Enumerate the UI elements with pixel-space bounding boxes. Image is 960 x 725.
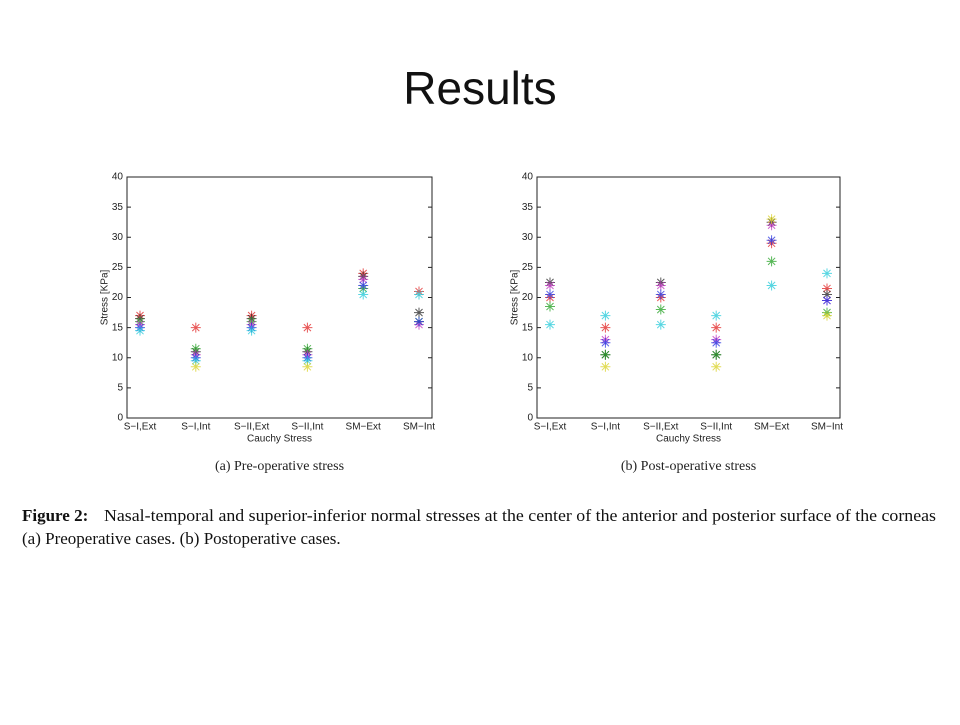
data-point bbox=[302, 355, 313, 366]
x-axis-label: Cauchy Stress bbox=[247, 434, 312, 445]
x-tick-label: S−I,Ext bbox=[124, 422, 157, 433]
plot-area bbox=[126, 176, 433, 419]
y-axis-label: Stress [KPa] bbox=[100, 269, 111, 325]
y-axis-label: Stress [KPa] bbox=[510, 269, 521, 325]
y-tick-label: 20 bbox=[522, 292, 534, 303]
chart-caption: (b) Post-operative stress bbox=[621, 459, 756, 474]
x-tick-label: S−II,Ext bbox=[643, 422, 679, 433]
y-tick-label: 20 bbox=[112, 292, 124, 303]
slide-title: Results bbox=[403, 62, 556, 114]
y-tick-label: 30 bbox=[112, 232, 124, 243]
data-point bbox=[600, 337, 611, 348]
data-point bbox=[414, 289, 424, 300]
y-tick-label: 10 bbox=[112, 352, 124, 363]
x-tick-label: SM−Ext bbox=[754, 422, 790, 433]
y-tick-label: 15 bbox=[112, 322, 124, 333]
y-tick-label: 40 bbox=[522, 172, 534, 183]
x-tick-label: SM−Int bbox=[811, 422, 843, 433]
data-point bbox=[711, 322, 722, 333]
data-point bbox=[600, 310, 611, 321]
data-point bbox=[302, 322, 313, 333]
caption-text: (a) Preoperative cases. (b) Postoperativ… bbox=[22, 529, 341, 548]
data-point bbox=[190, 343, 201, 354]
data-point bbox=[190, 322, 201, 333]
data-point bbox=[766, 235, 777, 246]
data-point bbox=[190, 355, 201, 366]
data-point bbox=[358, 280, 369, 291]
x-tick-label: S−I,Int bbox=[591, 422, 620, 433]
y-tick-label: 30 bbox=[522, 232, 534, 243]
data-point bbox=[711, 337, 722, 348]
data-point bbox=[711, 349, 722, 360]
data-point bbox=[302, 343, 313, 354]
x-tick-label: S−I,Int bbox=[181, 422, 210, 433]
data-point bbox=[358, 289, 369, 300]
y-tick-label: 25 bbox=[522, 262, 534, 273]
x-tick-label: SM−Int bbox=[403, 422, 435, 433]
y-tick-label: 25 bbox=[112, 262, 124, 273]
data-point bbox=[655, 304, 666, 315]
data-point bbox=[600, 349, 611, 360]
data-point bbox=[302, 361, 313, 372]
data-point bbox=[414, 316, 424, 327]
y-tick-label: 10 bbox=[522, 352, 534, 363]
data-point bbox=[545, 301, 555, 312]
data-point bbox=[711, 310, 722, 321]
data-point bbox=[766, 280, 777, 291]
data-point bbox=[135, 325, 145, 336]
data-point bbox=[822, 268, 832, 279]
x-tick-label: S−I,Ext bbox=[534, 422, 567, 433]
chart-caption: (a) Pre-operative stress bbox=[215, 459, 344, 474]
data-point bbox=[545, 319, 555, 330]
data-point bbox=[545, 280, 555, 291]
caption-label: Figure 2: bbox=[22, 506, 88, 525]
x-axis-label: Cauchy Stress bbox=[656, 434, 721, 445]
data-point bbox=[246, 325, 257, 336]
x-tick-label: S−II,Int bbox=[700, 422, 732, 433]
y-tick-label: 35 bbox=[522, 202, 534, 213]
data-point bbox=[822, 295, 832, 306]
caption-text: Nasal-temporal and superior-inferior nor… bbox=[104, 506, 936, 525]
data-point bbox=[766, 220, 777, 231]
y-tick-label: 0 bbox=[117, 413, 123, 424]
data-point bbox=[655, 319, 666, 330]
data-point bbox=[822, 283, 832, 294]
data-point bbox=[711, 361, 722, 372]
y-tick-label: 35 bbox=[112, 202, 124, 213]
data-point bbox=[600, 361, 611, 372]
y-tick-label: 0 bbox=[527, 413, 533, 424]
data-point bbox=[766, 214, 777, 225]
data-point bbox=[655, 280, 666, 291]
plot-area bbox=[536, 176, 841, 419]
y-tick-label: 15 bbox=[522, 322, 534, 333]
y-tick-label: 5 bbox=[527, 383, 533, 394]
x-tick-label: SM−Ext bbox=[346, 422, 382, 433]
data-point bbox=[545, 289, 555, 300]
y-tick-label: 5 bbox=[117, 383, 123, 394]
data-point bbox=[190, 361, 201, 372]
x-tick-label: S−II,Ext bbox=[234, 422, 270, 433]
data-point bbox=[358, 274, 369, 285]
data-point bbox=[766, 256, 777, 267]
data-point bbox=[822, 289, 832, 300]
data-point bbox=[600, 322, 611, 333]
data-point bbox=[655, 289, 666, 300]
x-tick-label: S−II,Int bbox=[291, 422, 323, 433]
data-point bbox=[822, 310, 832, 321]
data-point bbox=[414, 307, 424, 318]
y-tick-label: 40 bbox=[112, 172, 124, 183]
